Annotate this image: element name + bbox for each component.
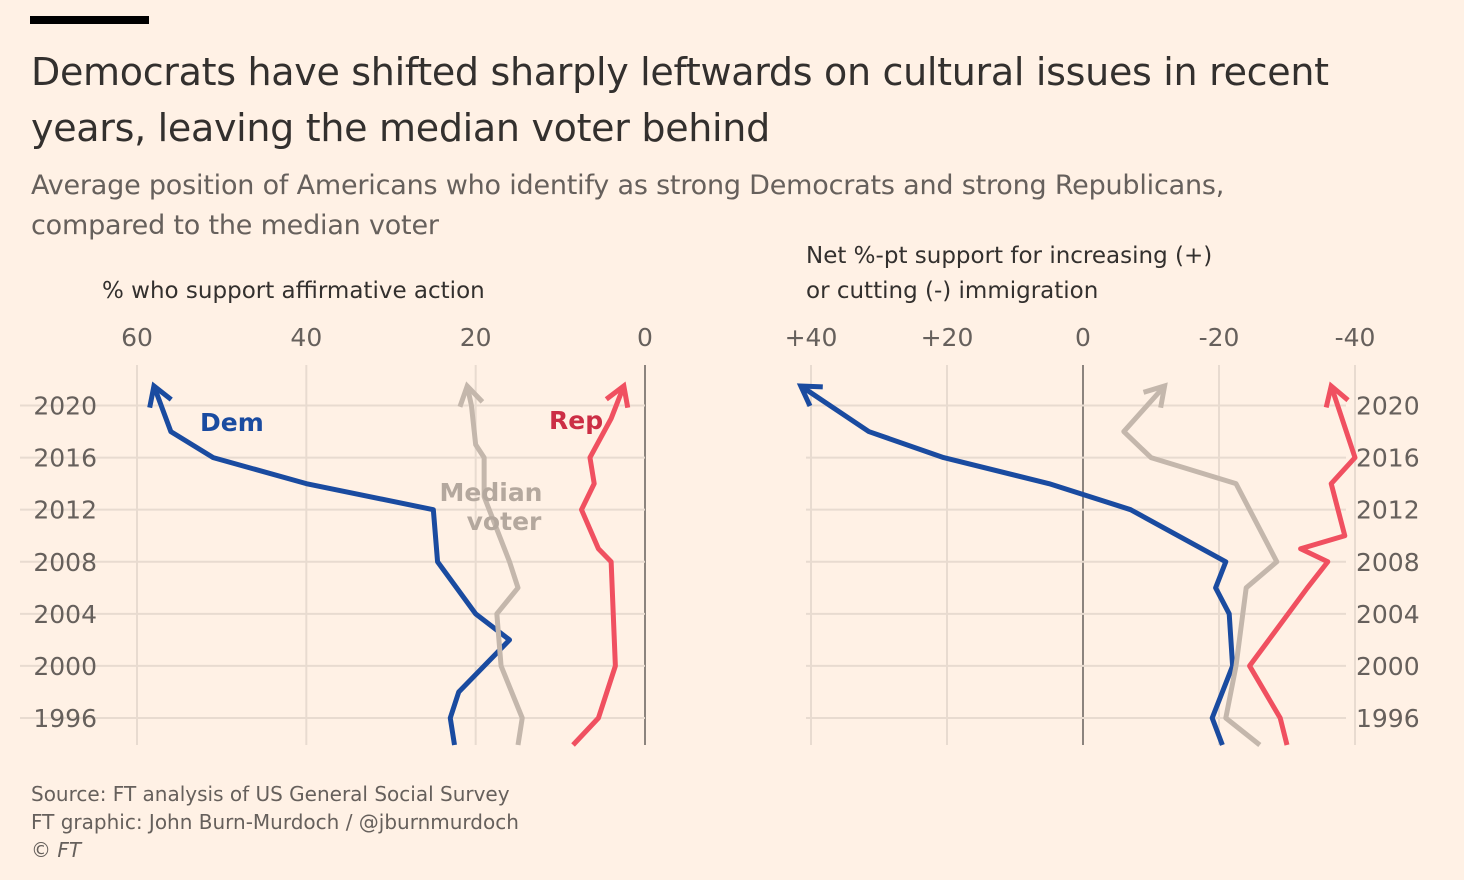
y-tick-label: 2016 <box>33 444 97 473</box>
y-tick-label: 2008 <box>1356 548 1420 577</box>
y-tick-label: 2000 <box>33 652 97 681</box>
x-tick-label: 0 <box>637 323 653 352</box>
chart-title: Democrats have shifted sharply leftwards… <box>31 50 1329 150</box>
y-tick-label: 2016 <box>1356 444 1420 473</box>
series-line-median <box>464 385 525 746</box>
series-arrow-rep <box>1323 381 1350 408</box>
y-tick-label: 2012 <box>33 496 97 525</box>
series-line-dem <box>799 383 1236 746</box>
footer: Source: FT analysis of US General Social… <box>31 780 519 864</box>
series-arrow-median <box>457 381 485 408</box>
series-line-rep <box>1247 385 1358 746</box>
x-tick-label: 60 <box>121 323 153 352</box>
left-x-axis-label: % who support affirmative action <box>102 278 485 304</box>
x-tick-label: +20 <box>921 323 974 352</box>
x-tick-label: 0 <box>1075 323 1091 352</box>
series-label-dem: Dem <box>200 408 264 437</box>
y-tick-label: 2004 <box>33 600 97 629</box>
x-tick-label: 40 <box>290 323 322 352</box>
y-tick-label: 2008 <box>33 548 97 577</box>
right-x-axis-label-line2: or cutting (-) immigration <box>806 278 1098 304</box>
x-tick-label: 20 <box>460 323 492 352</box>
y-tick-label: 2000 <box>1356 652 1420 681</box>
series-arrow-dem <box>147 381 173 409</box>
series-label-rep: Rep <box>549 406 603 435</box>
source-note: Source: FT analysis of US General Social… <box>31 782 510 806</box>
y-tick-label: 1996 <box>1356 704 1420 733</box>
series-line-median <box>1121 384 1280 747</box>
x-tick-label: -40 <box>1335 323 1376 352</box>
series-label-median-line2: voter <box>467 507 542 536</box>
series-arrow-rep <box>604 381 631 409</box>
x-tick-label: -20 <box>1199 323 1240 352</box>
y-tick-label: 1996 <box>33 704 97 733</box>
copyright-note: © FT <box>31 838 82 862</box>
series-arrow-median <box>1142 382 1168 409</box>
ft-top-bar <box>30 16 149 24</box>
series-line-rep <box>571 385 627 747</box>
right-x-axis-label-line1: Net %-pt support for increasing (+) <box>806 243 1212 269</box>
series-line-dem <box>151 385 513 746</box>
right-panel-immigration: +40 +20 0 -20 -40 2020 2016 2012 2008 2004 2000 199… <box>785 323 1420 747</box>
y-tick-label: 2004 <box>1356 600 1420 629</box>
x-tick-label: +40 <box>785 323 838 352</box>
y-tick-label: 2012 <box>1356 496 1420 525</box>
chart-subtitle: Average position of Americans who identi… <box>31 170 1225 241</box>
left-panel-affirmative-action: 60 40 20 0 2020 2016 2012 2008 2004 2000 1996 Dem Re… <box>20 323 653 747</box>
series-label-median-line1: Median <box>440 478 543 507</box>
y-tick-label: 2020 <box>33 392 97 421</box>
series-arrow-dem <box>796 383 823 408</box>
credit-note: FT graphic: John Burn-Murdoch / @jburnmu… <box>31 810 519 834</box>
y-tick-label: 2020 <box>1356 392 1420 421</box>
